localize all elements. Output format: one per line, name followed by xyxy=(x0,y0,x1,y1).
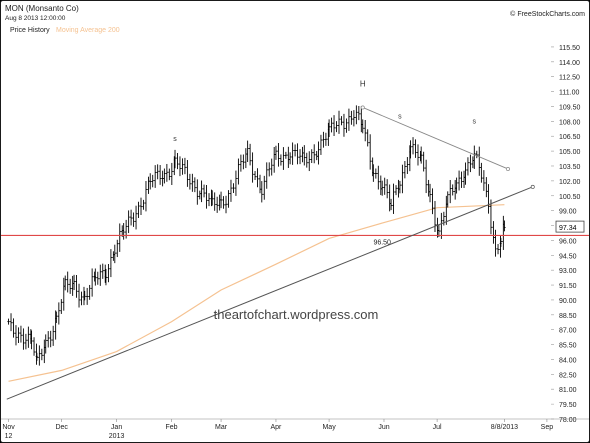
y-tick-label: 90.00 xyxy=(559,298,577,305)
y-tick-label: 108.00 xyxy=(559,119,581,126)
y-tick-label: 94.50 xyxy=(559,253,577,260)
uptrend-line xyxy=(6,186,533,400)
y-tick-label: 103.50 xyxy=(559,164,581,171)
x-tick-label: Dec xyxy=(55,424,68,431)
uptrend-endpoint xyxy=(530,184,535,189)
x-tick-label: Nov xyxy=(2,424,15,431)
last-price-label: 97.34 xyxy=(559,225,577,232)
last-price-box xyxy=(555,220,585,233)
x-tick-label: Jul xyxy=(433,424,442,431)
y-tick-label: 87.00 xyxy=(559,328,577,335)
neckline-start xyxy=(360,105,365,110)
y-tick-label: 84.00 xyxy=(559,357,577,364)
x-tick-sublabel: 2013 xyxy=(109,433,125,440)
watermark: theartofchart.wordpress.com xyxy=(213,307,379,322)
copyright-icon: © xyxy=(510,11,516,18)
plot-area xyxy=(7,105,506,382)
y-tick-label: 109.50 xyxy=(559,104,581,111)
neckline-end xyxy=(506,167,510,171)
x-tick-label: Jun xyxy=(378,424,389,431)
y-tick-label: 93.00 xyxy=(559,268,577,275)
pattern-annotation: s xyxy=(173,136,177,143)
support-label: 96.50 xyxy=(373,239,391,246)
y-tick-label: 112.50 xyxy=(559,75,580,82)
brand-label: FreeStockCharts.com xyxy=(517,11,585,18)
x-tick-label: 8/8/2013 xyxy=(491,424,518,431)
y-tick-label: 85.50 xyxy=(559,343,577,350)
y-tick-label: 82.50 xyxy=(559,372,577,379)
y-tick-label: 105.00 xyxy=(559,149,581,156)
pattern-annotation: s xyxy=(473,118,477,125)
pattern-annotation: s xyxy=(398,113,402,120)
y-tick-label: 88.50 xyxy=(559,313,577,320)
y-tick-label: 79.50 xyxy=(559,402,577,409)
x-tick-label: Feb xyxy=(165,424,177,431)
legend-price-history: Price History xyxy=(10,27,50,34)
x-tick-label: May xyxy=(322,424,336,431)
y-tick-label: 96.00 xyxy=(559,238,577,245)
x-tick-label: Jan xyxy=(111,424,122,431)
y-tick-label: 102.00 xyxy=(559,179,581,186)
y-tick-label: 114.00 xyxy=(559,60,580,67)
ma200-line xyxy=(8,204,505,382)
pattern-annotation: H xyxy=(360,80,366,89)
y-tick-label: 115.50 xyxy=(559,45,580,52)
x-tick-label: Sep xyxy=(541,424,554,431)
legend-moving-average: Moving Average 200 xyxy=(56,27,120,34)
ticker-title: MON (Monsanto Co) xyxy=(5,4,79,13)
brand-link[interactable]: © FreeStockCharts.com xyxy=(510,11,585,18)
y-tick-label: 91.50 xyxy=(559,283,577,290)
neckline xyxy=(362,107,509,170)
y-tick-label: 111.00 xyxy=(559,90,579,97)
x-tick-sublabel: 12 xyxy=(5,433,13,440)
x-tick-label: Mar xyxy=(215,424,228,431)
y-tick-label: 106.50 xyxy=(559,134,581,141)
y-tick-label: 100.50 xyxy=(559,194,581,201)
as-of-timestamp: Aug 8 2013 12:00:00 xyxy=(5,15,66,22)
y-tick-label: 78.00 xyxy=(559,417,577,424)
y-tick-label: 99.00 xyxy=(559,209,577,216)
y-tick-label: 81.00 xyxy=(559,387,577,394)
x-tick-label: Apr xyxy=(271,424,283,431)
